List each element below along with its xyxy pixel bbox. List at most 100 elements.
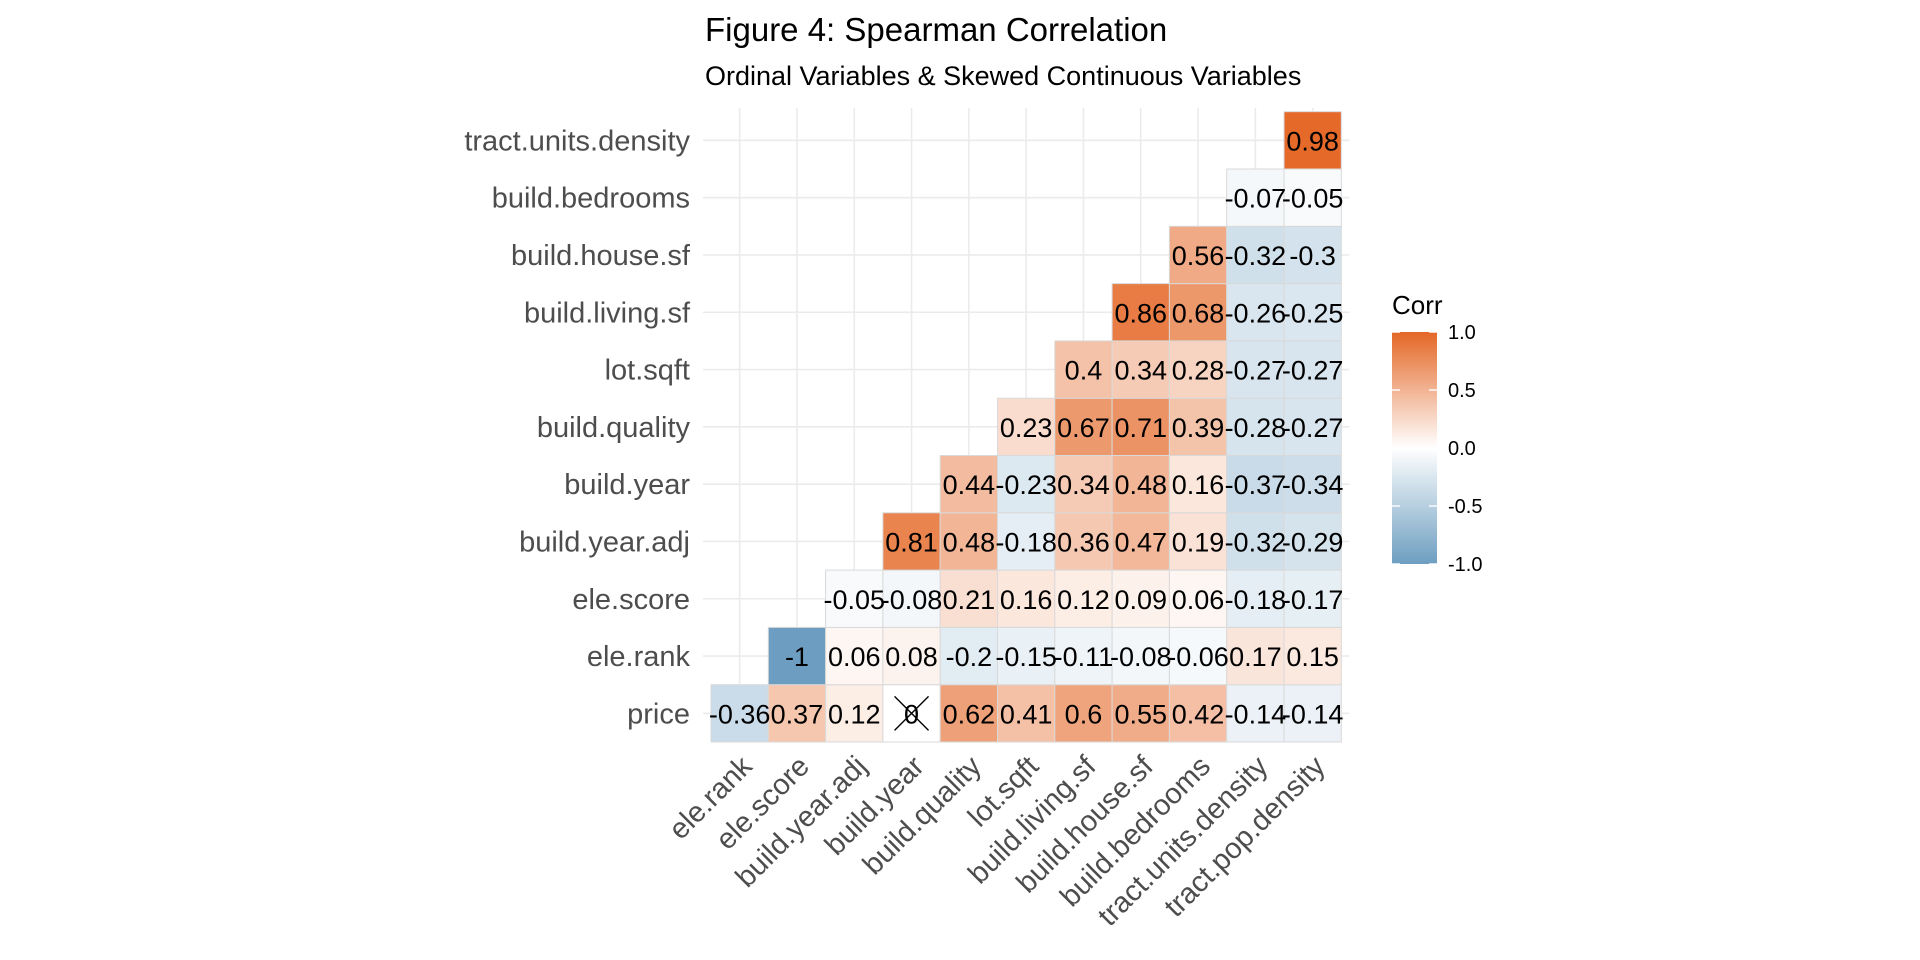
y-tick-label: build.living.sf [524, 297, 691, 329]
legend-ticks: 1.0 0.5 0.0 -0.5 -1.0 [1392, 322, 1482, 576]
heatmap-tile [825, 626, 884, 686]
cell-value-label: 0.48 [1114, 470, 1167, 500]
cell-value-label: -0.15 [995, 642, 1057, 672]
heatmap-tile [767, 684, 827, 743]
legend-tick-label: -1.0 [1448, 554, 1482, 576]
y-tick-label: build.quality [537, 412, 691, 444]
cell-value-label: 0.44 [943, 470, 996, 500]
cell-value-label: -0.28 [1225, 413, 1287, 443]
heatmap-tile [1283, 340, 1342, 399]
legend: Corr 1.0 0.5 0.0 -0.5 -1.0 [1392, 290, 1482, 576]
heatmap-tile [825, 684, 884, 743]
heatmap-tile [939, 569, 999, 628]
heatmap-tile [1168, 397, 1228, 457]
heatmap-tile [1226, 455, 1285, 514]
heatmap-tile [1168, 225, 1228, 285]
heatmap-tile [882, 569, 941, 628]
heatmap-tile [1168, 626, 1228, 686]
heatmap-tile [1054, 455, 1113, 514]
heatmap-tile [710, 684, 769, 743]
cell-value-label: -0.06 [1167, 642, 1229, 672]
heatmap-tile [1226, 626, 1285, 686]
cell-value-label: 0.12 [828, 699, 881, 729]
heatmap-tile [1283, 512, 1342, 571]
y-tick-label: price [627, 698, 690, 730]
y-axis-ticks: price ele.rank ele.score build.year.adj buil… [464, 125, 691, 730]
cell-value-label: 0.81 [885, 527, 938, 557]
cell-value-label: -0.2 [946, 642, 993, 672]
heatmap-tile [939, 626, 999, 686]
cell-value-label: -0.14 [1225, 699, 1287, 729]
y-tick-label: build.house.sf [511, 240, 691, 272]
cell-value-label: -0.27 [1282, 356, 1344, 386]
cell-value-label: 0.15 [1286, 642, 1339, 672]
cell-value-label: -0.26 [1225, 298, 1287, 328]
cell-value-label: 0.06 [1172, 585, 1225, 615]
heatmap-tile [1226, 512, 1285, 571]
heatmap-tile [997, 626, 1056, 686]
heatmap-tile [1283, 626, 1342, 686]
cell-value-label: 0.17 [1229, 642, 1282, 672]
cell-value-label: 0.47 [1114, 527, 1167, 557]
heatmap-tile [1111, 626, 1170, 686]
heatmap-tile [1283, 283, 1342, 342]
cell-value-label: 0.55 [1114, 699, 1167, 729]
heatmap-tile [1283, 111, 1342, 170]
cell-value-label: 0.68 [1172, 298, 1225, 328]
heatmap-tile [997, 455, 1056, 514]
cell-value-label: 0.86 [1114, 298, 1167, 328]
cell-value-label: 0.36 [1057, 527, 1110, 557]
cell-value-label: -0.29 [1282, 527, 1344, 557]
cell-value-label: 0.28 [1172, 356, 1225, 386]
cell-value-label: 0.41 [1000, 699, 1053, 729]
cell-value-label: 0.42 [1172, 699, 1225, 729]
cell-value-label: 0 [904, 699, 919, 729]
cell-value-label: 0.16 [1172, 470, 1225, 500]
heatmap-tile [1054, 397, 1113, 457]
heatmap-tile [1054, 340, 1113, 399]
cell-value-label: -0.08 [881, 585, 943, 615]
cell-value-label: -0.14 [1282, 699, 1344, 729]
heatmap-tile [1168, 455, 1228, 514]
x-axis-ticks: ele.rankele.scorebuild.year.adjbuild.yea… [663, 750, 1332, 933]
cell-value-label: 0.4 [1065, 356, 1103, 386]
legend-tick-label: 0.0 [1448, 438, 1476, 460]
cell-value-label: -0.3 [1289, 241, 1336, 271]
cell-value-label: 0.09 [1114, 585, 1167, 615]
cell-value-label: -0.18 [1225, 585, 1287, 615]
heatmap-tile [882, 626, 941, 686]
y-tick-label: build.bedrooms [492, 183, 690, 215]
insignificant-cross-mark [894, 695, 930, 731]
heatmap-tile [939, 455, 999, 514]
cell-value-label: -1 [785, 642, 809, 672]
heatmap-tile [1283, 168, 1342, 227]
heatmap-tile [939, 684, 999, 743]
cell-value-label: 0.23 [1000, 413, 1053, 443]
heatmap-tile [1168, 569, 1228, 628]
cell-value-label: -0.11 [1054, 642, 1114, 672]
heatmap-tile [1111, 455, 1170, 514]
chart-title: Figure 4: Spearman Correlation [705, 11, 1167, 48]
cell-value-label: 0.06 [828, 642, 881, 672]
y-tick-label: build.year [564, 469, 690, 501]
heatmap-tiles [710, 111, 1342, 743]
cell-value-label: 0.34 [1057, 470, 1110, 500]
cell-value-label: 0.48 [943, 527, 996, 557]
legend-tick-label: 1.0 [1448, 322, 1476, 344]
heatmap-tile [1283, 455, 1342, 514]
heatmap-tile [997, 684, 1056, 743]
y-tick-label: lot.sqft [605, 355, 690, 387]
cell-value-label: -0.25 [1282, 298, 1344, 328]
legend-tick-label: -0.5 [1448, 496, 1482, 518]
cell-value-label: -0.32 [1225, 527, 1287, 557]
cell-value-label: 0.71 [1114, 413, 1167, 443]
y-tick-label: tract.units.density [464, 125, 690, 157]
cell-value-label: -0.05 [1282, 184, 1344, 214]
cell-value-label: 0.19 [1172, 527, 1225, 557]
cell-value-label: -0.18 [995, 527, 1057, 557]
legend-tick-label: 0.5 [1448, 380, 1476, 402]
heatmap-tile [825, 569, 884, 628]
cell-value-label: 0.56 [1172, 241, 1225, 271]
y-tick-label: build.year.adj [519, 526, 690, 558]
